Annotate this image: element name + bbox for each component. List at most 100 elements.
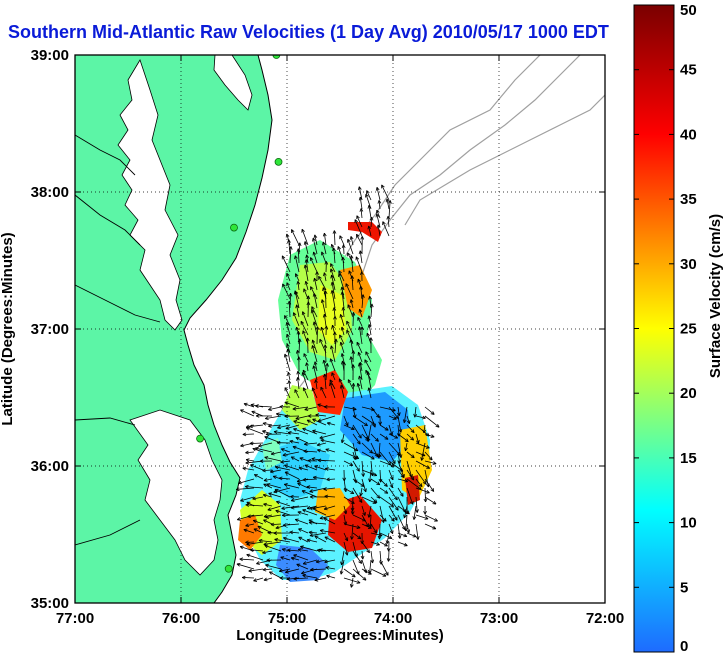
velocity-vector: [352, 451, 357, 460]
velocity-vector: [340, 433, 345, 444]
velocity-vector: [266, 483, 282, 489]
velocity-vector: [278, 568, 291, 573]
velocity-vector: [355, 256, 363, 273]
velocity-vector: [277, 424, 291, 430]
velocity-vector: [245, 523, 255, 528]
velocity-vector: [413, 406, 418, 418]
velocity-vector: [293, 290, 300, 309]
colorbar-tick-label: 45: [680, 62, 697, 79]
velocity-vector: [242, 466, 255, 471]
velocity-vector: [306, 485, 318, 490]
velocity-vector: [404, 514, 408, 532]
velocity-vector: [246, 553, 264, 561]
velocity-vector: [255, 414, 273, 418]
velocity-vector: [330, 263, 336, 273]
velocity-vector: [357, 317, 363, 327]
velocity-vector: [309, 487, 327, 493]
velocity-vector: [415, 415, 426, 420]
velocity-vector: [292, 406, 309, 411]
velocity-vector: [403, 505, 408, 519]
velocity-vector: [367, 205, 372, 219]
radar-site-marker: [274, 157, 283, 166]
velocity-vector: [263, 483, 273, 489]
velocity-vector: [379, 460, 395, 468]
velocity-vector: [268, 492, 282, 498]
velocity-vector: [293, 427, 309, 435]
velocity-vector: [345, 283, 354, 300]
velocity-vector: [275, 509, 291, 516]
velocity-vector: [385, 532, 390, 544]
velocity-vector: [273, 430, 291, 435]
velocity-vector: [252, 519, 264, 525]
velocity-vector: [295, 415, 309, 420]
velocity-vector: [303, 264, 309, 282]
velocity-vector: [303, 241, 309, 255]
y-tick-label: 37:00: [31, 321, 69, 338]
velocity-vector: [397, 478, 409, 483]
velocity-vector: [309, 257, 318, 273]
velocity-vector: [294, 389, 300, 399]
velocity-vector: [295, 304, 300, 318]
velocity-vector: [341, 244, 346, 255]
velocity-vector: [298, 536, 309, 543]
colorbar-ticks: 0 5 10 15 20 25 30 35 40 45 50: [634, 2, 697, 655]
velocity-vector: [284, 387, 291, 399]
velocity-vector: [284, 464, 300, 471]
velocity-vector: [302, 330, 309, 345]
velocity-vector: [388, 496, 399, 511]
velocity-vector: [237, 514, 255, 521]
velocity-vector: [359, 271, 364, 282]
velocity-vector: [323, 487, 336, 491]
velocity-vector: [246, 541, 264, 546]
velocity-vector: [341, 307, 346, 318]
velocity-vector: [370, 532, 383, 537]
velocity-vector: [235, 487, 255, 492]
velocity-vector: [352, 415, 368, 427]
velocity-vector: [333, 316, 337, 327]
velocity-vector: [406, 532, 417, 538]
velocity-vector: [259, 459, 273, 464]
velocity-vector: [241, 575, 255, 580]
velocity-vector: [343, 577, 361, 584]
velocity-vector: [301, 372, 309, 390]
velocity-vector: [297, 242, 302, 255]
velocity-vector: [246, 426, 264, 435]
velocity-vector: [325, 566, 336, 570]
velocity-vector: [370, 451, 382, 457]
velocity-vector: [319, 529, 336, 534]
velocity-vector: [266, 558, 282, 563]
velocity-vector: [319, 548, 336, 552]
velocity-vector: [262, 567, 273, 572]
velocity-vector: [370, 541, 380, 546]
velocity-vector: [343, 487, 355, 494]
velocity-vector: [379, 496, 394, 507]
velocity-vector: [312, 321, 318, 336]
velocity-vector: [322, 241, 327, 255]
velocity-vector: [397, 442, 403, 458]
velocity-vector: [312, 251, 318, 264]
velocity-vector: [343, 532, 349, 542]
colorbar-tick-label: 35: [680, 191, 697, 208]
velocity-vector: [351, 312, 356, 327]
velocity-vector: [356, 382, 363, 399]
velocity-vector: [333, 338, 338, 354]
velocity-vector: [245, 450, 255, 455]
velocity-vector: [275, 465, 291, 471]
velocity-vector: [301, 490, 318, 498]
velocity-vectors: [235, 184, 440, 588]
velocity-vector: [397, 532, 408, 538]
velocity-vector: [312, 365, 318, 381]
velocity-vector: [382, 221, 390, 237]
velocity-vector: [267, 505, 282, 511]
velocity-vector: [305, 337, 310, 354]
velocity-vector: [415, 469, 427, 485]
x-tick-label: 72:00: [586, 610, 624, 627]
velocity-vector: [415, 523, 420, 540]
velocity-vector: [343, 505, 348, 515]
velocity-vector: [415, 496, 419, 513]
velocity-vector: [303, 353, 309, 363]
velocity-vector: [308, 520, 327, 525]
velocity-vector: [415, 433, 420, 444]
velocity-vector: [329, 268, 336, 282]
velocity-vector: [369, 303, 374, 318]
